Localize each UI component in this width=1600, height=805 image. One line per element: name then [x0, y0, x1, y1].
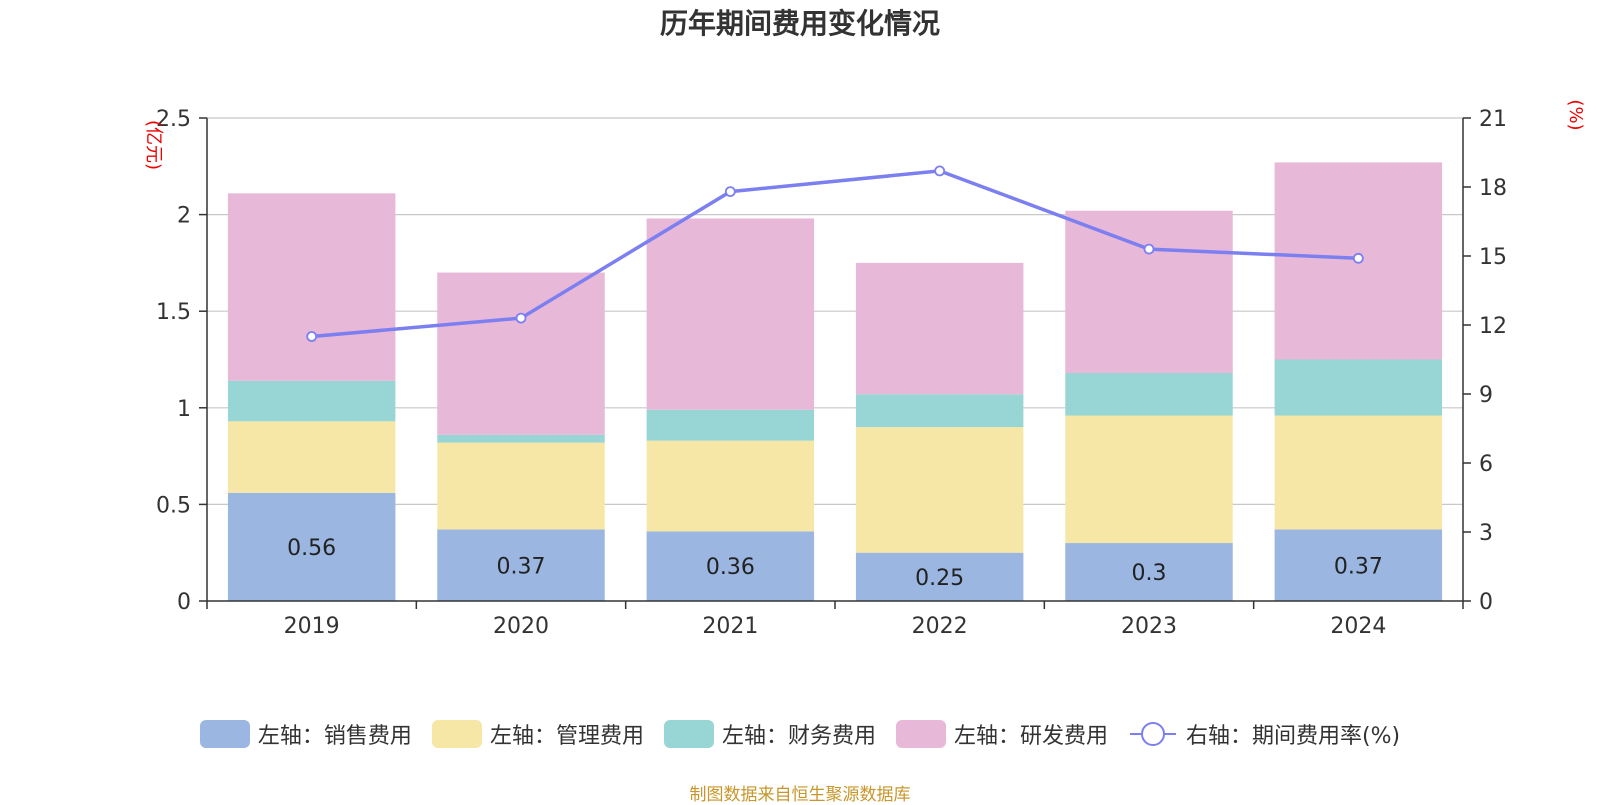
bar-2024 [1274, 529, 1443, 601]
x-tick-label: 2022 [912, 614, 968, 639]
bar-2024 [1274, 359, 1443, 416]
bar-2019 [227, 492, 396, 601]
bar-2023 [1065, 210, 1233, 374]
legend-item[interactable]: 左轴：管理费用 [431, 718, 644, 750]
left-tick-label: 0 [177, 590, 191, 615]
legend-item[interactable]: 左轴：财务费用 [663, 718, 876, 750]
line-path [311, 169, 1359, 339]
legend-swatch [431, 720, 482, 748]
bar-2022 [855, 394, 1024, 428]
bar-2020 [437, 272, 605, 435]
legend-label: 左轴：财务费用 [721, 724, 876, 749]
x-tick-label: 2019 [284, 614, 340, 639]
legend: 左轴：销售费用 左轴：管理费用 左轴：财务费用 左轴：研发费用 右轴：期间费用率(%) [0, 718, 1600, 750]
legend-label: 左轴：研发费用 [953, 724, 1108, 749]
line-point [1143, 243, 1155, 255]
left-tick-label: 2.5 [156, 107, 191, 132]
bar-2020 [437, 442, 605, 530]
bar-data-label: 0.56 [287, 536, 336, 561]
chart-canvas: 0.56 0.37 0.36 0.25 0.3 0.37 0 0.5 1 1.5 2 2.5 0 3 6 9… [143, 99, 1586, 639]
legend-swatch [895, 720, 946, 748]
line-point [724, 186, 736, 198]
source-note: 制图数据来自恒生聚源数据库 [689, 785, 911, 805]
bar-data-labels: 0.56 0.37 0.36 0.25 0.3 0.37 [287, 536, 1383, 591]
bar-2021 [646, 218, 815, 410]
bar-2022 [855, 427, 1024, 553]
line-point [515, 312, 527, 324]
bar-2023 [1065, 543, 1233, 601]
legend-item[interactable]: 右轴：期间费用率(%) [1128, 718, 1400, 750]
legend-swatch [663, 720, 714, 748]
legend-swatch [199, 720, 250, 748]
legend-line-icon [1129, 722, 1176, 746]
right-tick-label: 12 [1479, 314, 1507, 339]
right-tick-label: 6 [1479, 452, 1493, 477]
line-point [1352, 252, 1364, 264]
right-tick-label: 15 [1479, 245, 1507, 270]
x-tick-label: 2020 [493, 614, 549, 639]
bar-data-label: 0.37 [497, 554, 546, 579]
line-point [306, 331, 318, 342]
gridlines [207, 117, 1463, 505]
left-tick-label: 1 [177, 397, 191, 422]
right-tick-label: 0 [1479, 590, 1493, 615]
left-tick-label: 2 [177, 204, 191, 229]
x-tick-label: 2024 [1330, 614, 1386, 639]
bar-2019 [227, 421, 396, 493]
bar-2019 [227, 193, 396, 381]
legend-item[interactable]: 左轴：研发费用 [895, 718, 1108, 750]
bar-2023 [1065, 415, 1233, 544]
axes: 0 0.5 1 1.5 2 2.5 0 3 6 9 12 15 18 21 2019 2020 2021 2022… [143, 99, 1586, 639]
bar-data-label: 0.3 [1132, 561, 1167, 586]
right-tick-label: 21 [1479, 107, 1507, 132]
right-tick-label: 3 [1479, 521, 1493, 546]
bar-2021 [646, 409, 815, 441]
bar-data-label: 0.37 [1334, 554, 1383, 579]
bar-2021 [646, 531, 815, 601]
bar-2021 [646, 440, 815, 532]
left-tick-label: 0.5 [156, 493, 191, 518]
bar-2023 [1065, 373, 1233, 416]
legend-item[interactable]: 左轴：销售费用 [199, 718, 412, 750]
left-axis-unit: (亿元) [143, 120, 164, 170]
bar-2024 [1274, 415, 1443, 530]
bar-data-label: 0.36 [706, 555, 755, 580]
bar-2022 [855, 552, 1024, 601]
chart-title: 历年期间费用变化情况 [659, 7, 940, 40]
bar-2022 [855, 262, 1024, 395]
line-series [306, 165, 1364, 342]
right-tick-label: 9 [1479, 383, 1493, 408]
x-tick-label: 2021 [702, 614, 758, 639]
x-tick-label: 2023 [1121, 614, 1177, 639]
bar-series [227, 162, 1443, 601]
bar-2020 [437, 434, 605, 443]
legend-label: 左轴：管理费用 [489, 724, 644, 749]
line-point [934, 165, 946, 177]
right-tick-label: 18 [1479, 176, 1507, 201]
legend-label: 右轴：期间费用率(%) [1185, 724, 1401, 749]
bar-data-label: 0.25 [915, 566, 964, 591]
left-tick-label: 1.5 [156, 300, 191, 325]
legend-label: 左轴：销售费用 [257, 724, 412, 749]
bar-2020 [437, 529, 605, 601]
right-axis-unit: (%) [1565, 99, 1586, 130]
bar-2019 [227, 380, 396, 422]
